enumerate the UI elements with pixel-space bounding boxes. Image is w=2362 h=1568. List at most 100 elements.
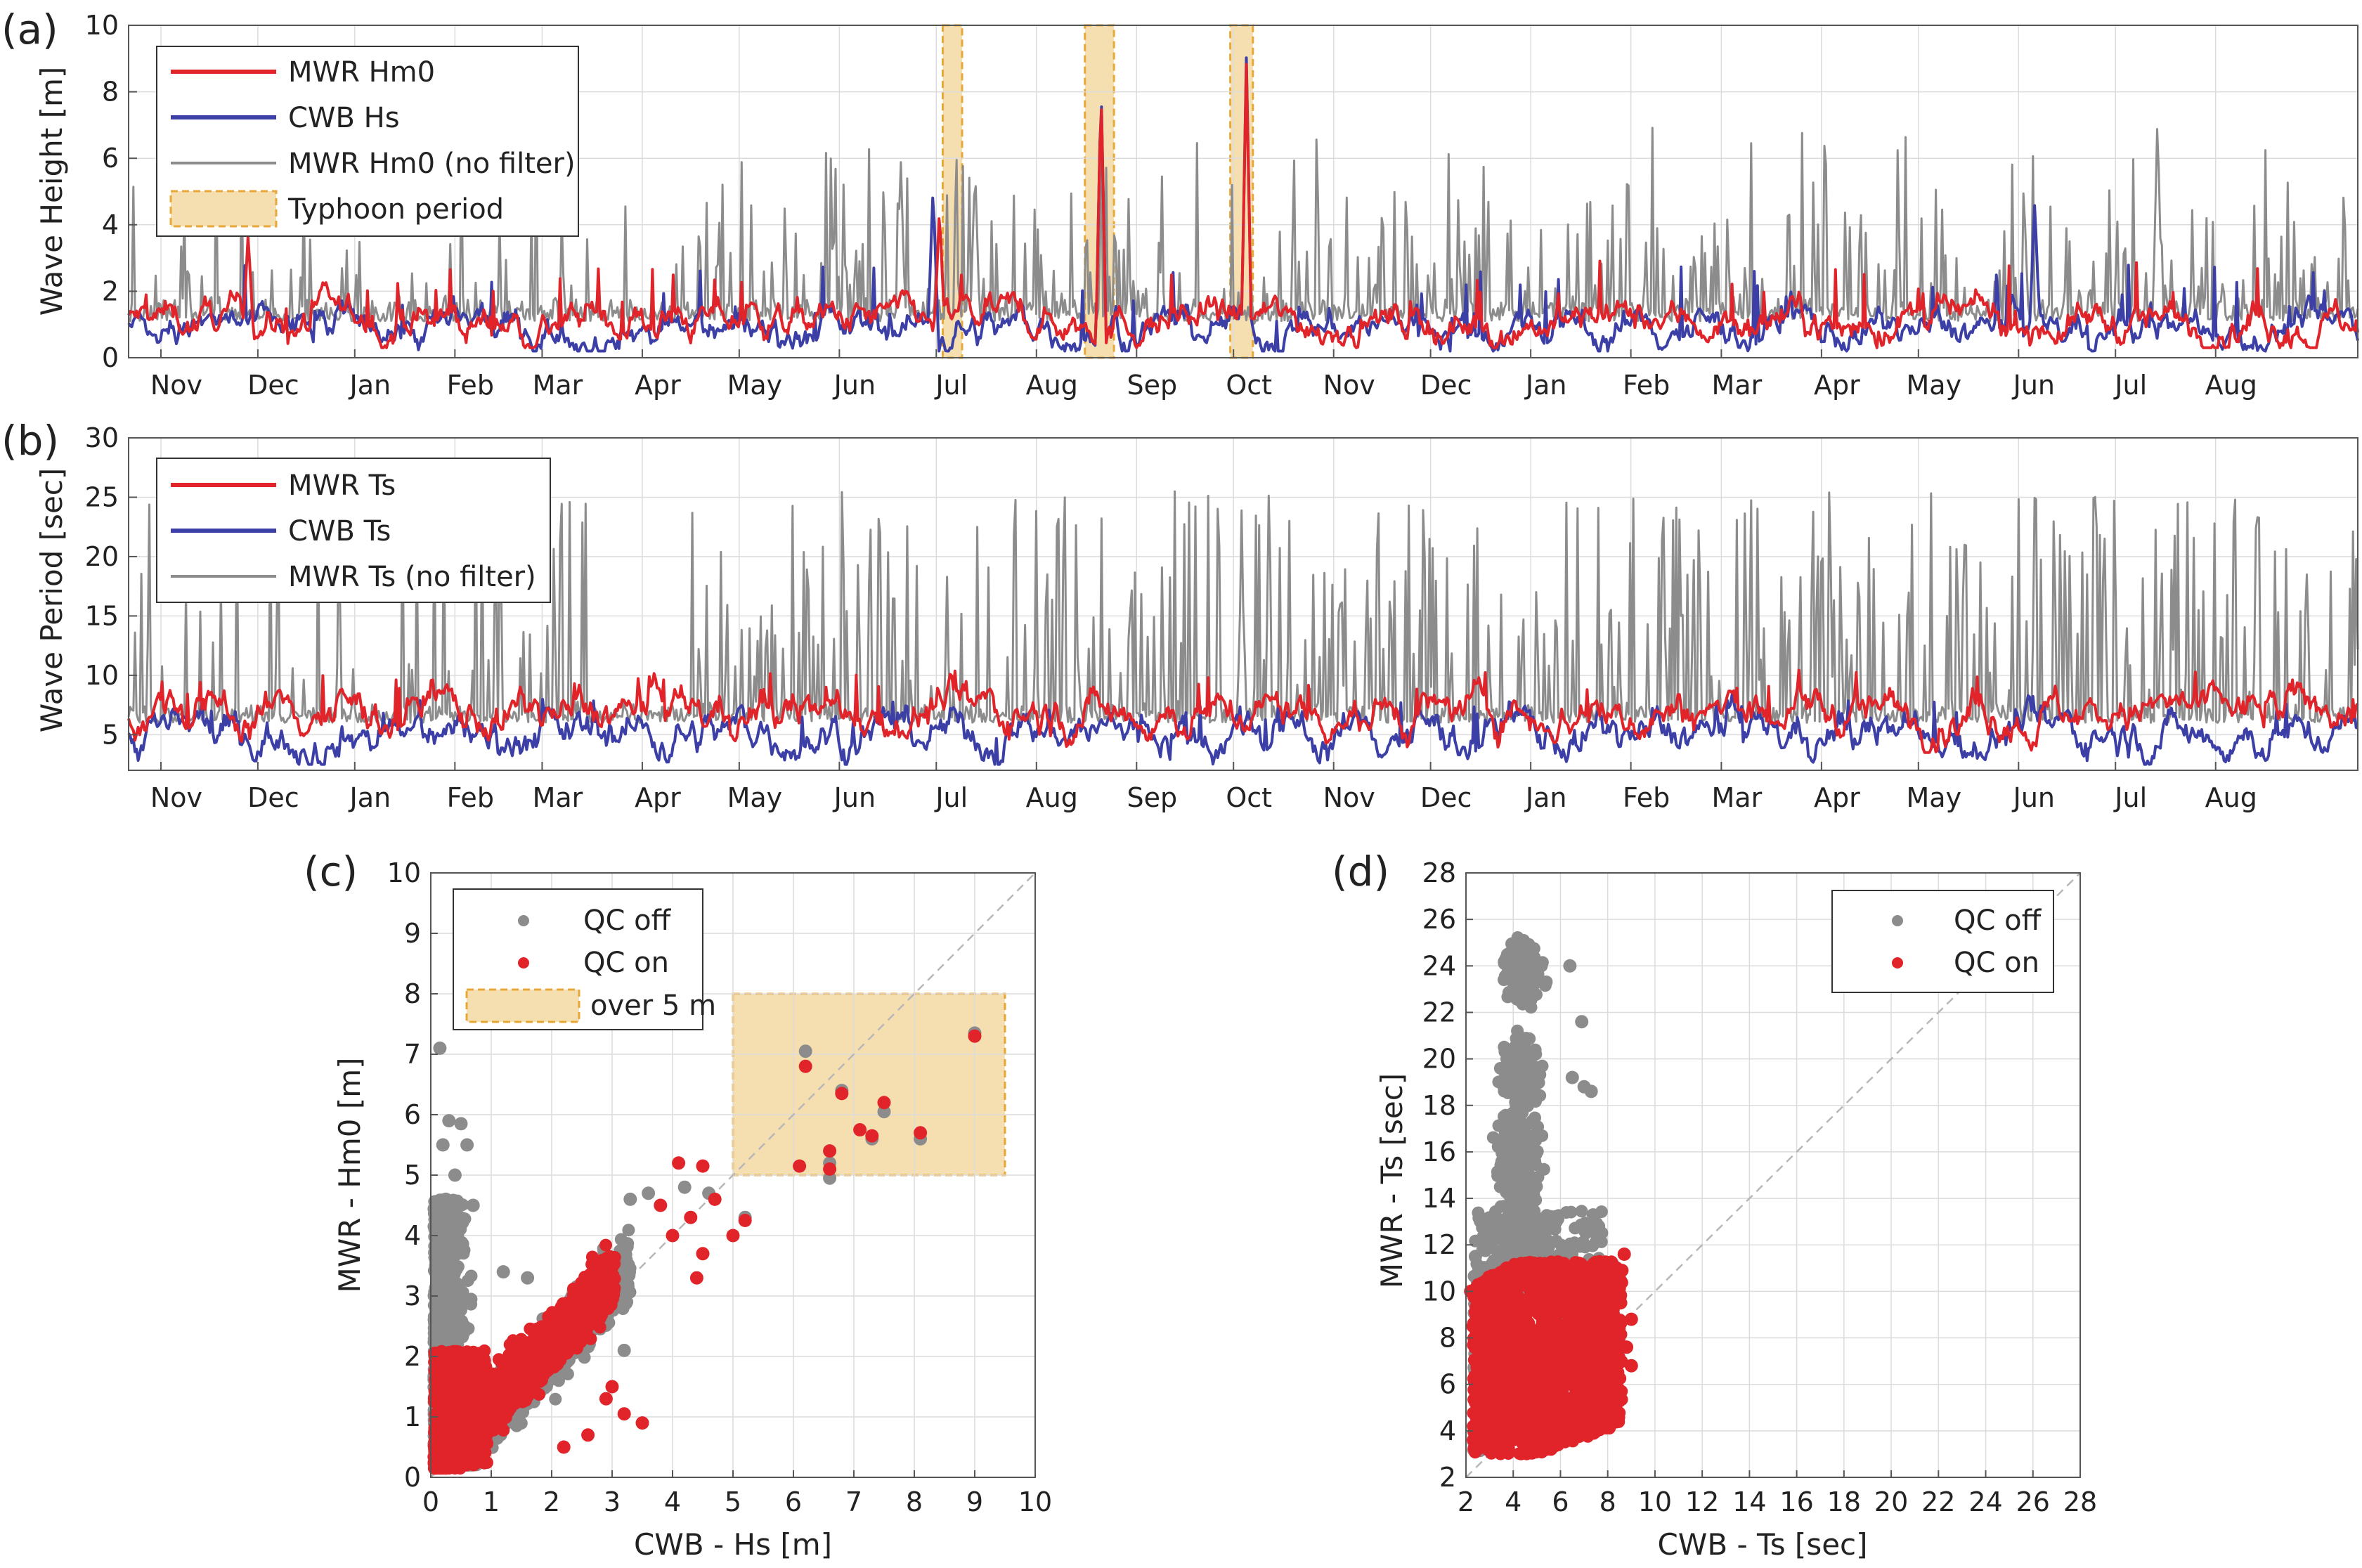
xtick-month-label: Mar: [533, 782, 583, 813]
legend-c-qc-off-label: QC off: [583, 905, 672, 937]
scatter-point: [441, 1324, 454, 1337]
scatter-point: [472, 1444, 485, 1458]
xtick-month-label: Sep: [1127, 370, 1177, 401]
scatter-point: [835, 1087, 849, 1101]
ytick-label: 8: [404, 978, 421, 1009]
scatter-point: [528, 1364, 542, 1378]
scatter-point: [914, 1126, 928, 1140]
xtick-month-label: Dec: [1420, 782, 1472, 813]
xtick-label: 10: [1018, 1486, 1052, 1517]
scatter-point: [434, 1203, 447, 1216]
xtick-month-label: Jul: [934, 370, 968, 401]
series-b-1: [127, 668, 2359, 754]
scatter-point: [1513, 957, 1526, 971]
scatter-point: [458, 1319, 471, 1333]
scatter-series-c-2: [427, 1029, 982, 1475]
xtick-label: 2: [543, 1486, 560, 1517]
scatter-point: [1521, 1177, 1534, 1191]
panel-c-legend: QC off QC on over 5 m: [453, 888, 716, 1030]
scatter-point: [442, 1114, 456, 1128]
panel-b-legend: MWR Ts CWB Ts MWR Ts (no filter): [156, 458, 551, 603]
scatter-point: [514, 1342, 528, 1356]
scatter-point: [599, 1238, 612, 1252]
scatter-point: [470, 1456, 484, 1469]
scatter-point: [726, 1229, 740, 1243]
legend-c-over5-label: over 5 m: [590, 990, 716, 1022]
scatter-point: [451, 1260, 465, 1274]
scatter-point: [677, 1180, 692, 1194]
scatter-point: [1510, 1099, 1523, 1112]
scatter-point: [581, 1428, 595, 1442]
scatter-point: [1527, 959, 1540, 973]
ytick-label: 25: [85, 481, 119, 512]
xtick-month-label: May: [727, 782, 783, 813]
ytick-label: 2: [404, 1341, 421, 1372]
scatter-point: [689, 1271, 703, 1285]
ytick-label: 2: [102, 276, 119, 306]
ytick-label: 10: [85, 660, 119, 691]
legend-c-qc-off-marker: [518, 915, 529, 926]
scatter-point: [450, 1244, 463, 1257]
xtick-month-label: Jun: [2012, 782, 2055, 813]
scatter-point: [545, 1325, 559, 1338]
scatter-point: [443, 1292, 457, 1305]
ytick-label: 0: [404, 1462, 421, 1493]
scatter-point: [865, 1129, 879, 1143]
xtick-label: 9: [966, 1486, 983, 1517]
scatter-point: [696, 1247, 710, 1261]
scatter-point: [558, 1326, 571, 1339]
scatter-point: [458, 1387, 471, 1400]
scatter-point: [853, 1123, 867, 1136]
scatter-point: [575, 1276, 588, 1290]
xtick-month-label: Jun: [833, 782, 876, 813]
scatter-point: [503, 1338, 517, 1352]
scatter-point: [1521, 1099, 1534, 1113]
xtick-label: 5: [725, 1486, 741, 1517]
scatter-point: [684, 1210, 698, 1224]
xtick-label: 7: [845, 1486, 862, 1517]
scatter-point: [437, 1406, 450, 1419]
ytick-label: 15: [85, 600, 119, 631]
legend-cwb-ts-label: CWB Ts: [288, 515, 391, 547]
xtick-month-label: Feb: [447, 782, 494, 813]
xtick-month-label: Apr: [635, 782, 681, 813]
scatter-point: [1510, 1168, 1524, 1181]
panel-a-legend: MWR Hm0 CWB Hs MWR Hm0 (no filter) Typho…: [156, 46, 579, 237]
panel-b-axes-frame: [128, 437, 2358, 771]
ytick-label: 30: [85, 422, 119, 453]
scatter-point: [514, 1356, 527, 1369]
scatter-point: [1495, 1155, 1509, 1169]
xtick-month-label: Aug: [1026, 370, 1078, 401]
scatter-point: [877, 1096, 891, 1110]
scatter-point: [444, 1383, 458, 1397]
xtick-month-label: Apr: [1814, 370, 1860, 401]
scatter-point: [1526, 1070, 1539, 1083]
scatter-point: [469, 1398, 482, 1411]
scatter-point: [448, 1210, 462, 1224]
scatter-point: [583, 1318, 597, 1331]
scatter-point: [550, 1344, 563, 1357]
xtick-month-label: Mar: [1712, 370, 1763, 401]
scatter-point: [654, 1198, 668, 1212]
scatter-point: [1504, 1141, 1517, 1155]
xtick-month-label: Jan: [349, 370, 391, 401]
scatter-point: [1536, 1129, 1549, 1142]
scatter-point: [495, 1389, 508, 1403]
scatter-point: [549, 1392, 562, 1406]
over-5m-box: [732, 992, 1006, 1177]
legend-typhoon-label: Typhoon period: [287, 193, 504, 226]
scatter-point: [578, 1293, 591, 1306]
xtick-month-label: Apr: [1814, 782, 1860, 813]
xtick-month-label: Oct: [1226, 370, 1272, 401]
scatter-point: [465, 1297, 478, 1311]
scatter-point: [441, 1255, 454, 1269]
ytick-label: 3: [404, 1281, 421, 1311]
legend-mwr-ts-label: MWR Ts: [288, 469, 396, 502]
legend-c-qc-on-label: QC on: [583, 947, 669, 979]
scatter-point: [448, 1430, 462, 1444]
scatter-point: [1517, 1121, 1531, 1134]
scatter-point: [460, 1138, 474, 1152]
xtick-month-label: Mar: [533, 370, 583, 401]
